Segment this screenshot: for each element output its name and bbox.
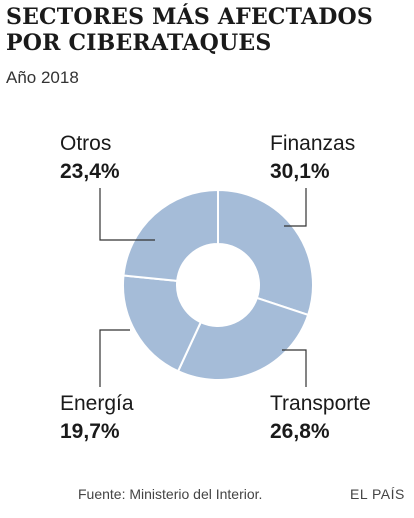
leader-line-energia bbox=[99, 329, 130, 387]
chart-title: SECTORES MÁS AFECTADOS POR CIBERATAQUES bbox=[6, 4, 406, 56]
value-label-energia: 19,7% bbox=[60, 420, 120, 443]
slice-finanzas bbox=[217, 188, 314, 317]
value-label-otros: 23,4% bbox=[60, 160, 120, 183]
chart-title-line-2: POR CIBERATAQUES bbox=[6, 30, 272, 56]
slice-labels: Finanzas 30,1% Transporte 26,8% Energía 19,7%… bbox=[60, 132, 371, 443]
source-note: Fuente: Ministerio del Interior. bbox=[78, 486, 263, 502]
slice-otros bbox=[122, 188, 219, 282]
label-transporte: Transporte bbox=[270, 392, 371, 415]
slice-energia bbox=[122, 274, 203, 373]
donut-slices bbox=[122, 188, 314, 381]
value-label-transporte: 26,8% bbox=[270, 420, 330, 443]
label-energia: Energía bbox=[60, 392, 134, 415]
leader-line-finanzas bbox=[284, 188, 307, 227]
leader-line-transporte bbox=[282, 349, 307, 387]
publisher-brand: EL PAÍS bbox=[350, 486, 405, 502]
label-finanzas: Finanzas bbox=[270, 132, 355, 155]
leader-lines bbox=[99, 188, 307, 387]
slice-transporte bbox=[176, 296, 310, 381]
value-label-finanzas: 30,1% bbox=[270, 160, 330, 183]
chart-title-line-1: SECTORES MÁS AFECTADOS bbox=[6, 4, 374, 30]
leader-line-otros bbox=[99, 188, 155, 241]
chart-subtitle: Año 2018 bbox=[6, 68, 79, 87]
label-otros: Otros bbox=[60, 132, 111, 155]
